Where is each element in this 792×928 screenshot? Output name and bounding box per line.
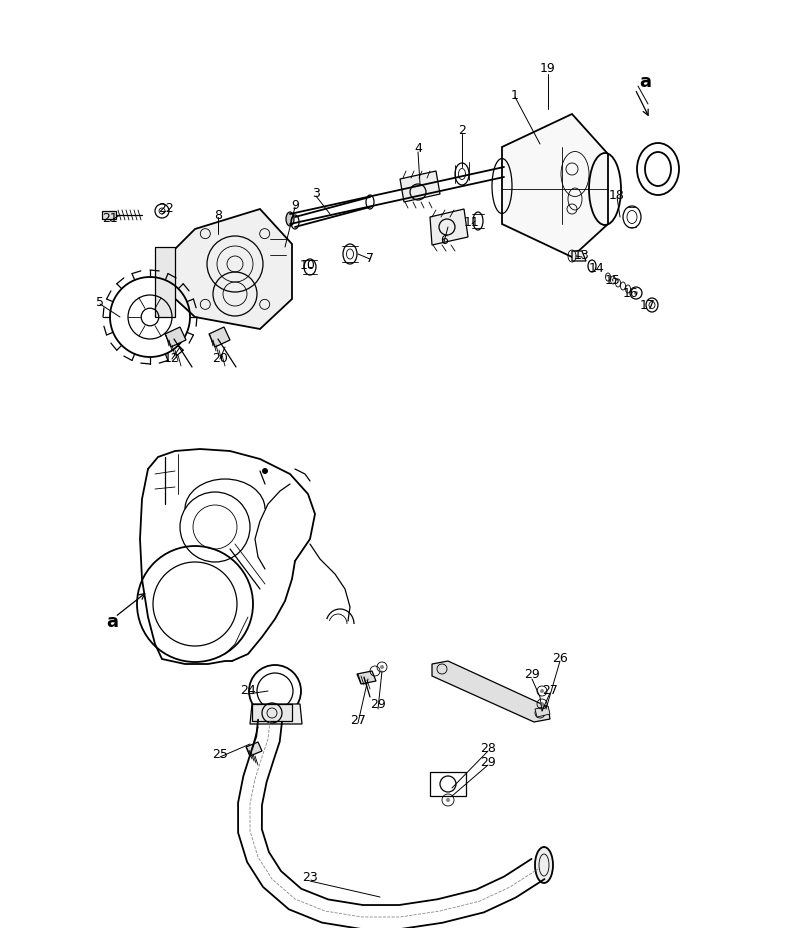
Text: 3: 3: [312, 187, 320, 200]
Text: 28: 28: [480, 741, 496, 754]
Text: 27: 27: [542, 683, 558, 696]
Text: 29: 29: [370, 698, 386, 711]
Text: 15: 15: [605, 273, 621, 286]
Circle shape: [634, 291, 638, 296]
Text: 23: 23: [302, 870, 318, 883]
Polygon shape: [246, 742, 262, 756]
Text: 1: 1: [511, 88, 519, 101]
Text: 5: 5: [96, 295, 104, 308]
Polygon shape: [502, 115, 608, 258]
Text: 27: 27: [350, 713, 366, 726]
Text: 29: 29: [524, 668, 540, 681]
Polygon shape: [357, 671, 376, 684]
Text: 6: 6: [440, 233, 448, 246]
Text: 13: 13: [574, 248, 590, 261]
Text: 18: 18: [609, 188, 625, 201]
Text: a: a: [106, 612, 118, 630]
Circle shape: [262, 469, 268, 474]
Text: 2: 2: [458, 123, 466, 136]
Circle shape: [540, 702, 544, 706]
Polygon shape: [155, 248, 175, 317]
Polygon shape: [165, 328, 186, 348]
Polygon shape: [535, 706, 550, 717]
Text: 26: 26: [552, 651, 568, 664]
Text: 12: 12: [164, 351, 180, 364]
Text: 20: 20: [212, 351, 228, 364]
Text: 22: 22: [158, 201, 174, 214]
Polygon shape: [102, 212, 116, 220]
Text: 11: 11: [464, 215, 480, 228]
Text: 9: 9: [291, 199, 299, 212]
Circle shape: [380, 665, 384, 669]
Circle shape: [446, 798, 450, 802]
Text: 29: 29: [480, 754, 496, 767]
Bar: [430, 772, 466, 796]
Polygon shape: [170, 210, 292, 329]
Circle shape: [540, 690, 544, 693]
Text: 19: 19: [540, 61, 556, 74]
Polygon shape: [430, 210, 468, 246]
Text: 16: 16: [623, 286, 639, 299]
Text: 4: 4: [414, 141, 422, 154]
Text: 25: 25: [212, 748, 228, 761]
Text: 17: 17: [640, 298, 656, 311]
Polygon shape: [432, 662, 550, 722]
Text: 10: 10: [300, 258, 316, 271]
Polygon shape: [252, 704, 292, 721]
Ellipse shape: [535, 847, 553, 883]
Ellipse shape: [286, 213, 294, 226]
Text: 7: 7: [366, 251, 374, 264]
Text: 21: 21: [102, 212, 118, 225]
Text: 24: 24: [240, 683, 256, 696]
Text: 8: 8: [214, 208, 222, 221]
Polygon shape: [209, 328, 230, 348]
Text: 14: 14: [589, 261, 605, 274]
Polygon shape: [400, 172, 440, 203]
Text: a: a: [639, 73, 651, 91]
Polygon shape: [572, 251, 586, 262]
Polygon shape: [250, 704, 302, 724]
